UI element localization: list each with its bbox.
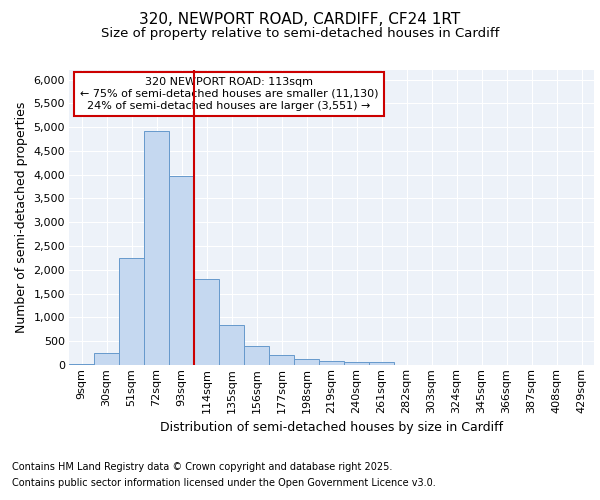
Bar — [119, 258, 144, 365]
Bar — [344, 362, 369, 365]
Bar — [219, 324, 244, 365]
Bar — [269, 356, 294, 365]
Bar — [144, 131, 169, 365]
X-axis label: Distribution of semi-detached houses by size in Cardiff: Distribution of semi-detached houses by … — [160, 421, 503, 434]
Text: Size of property relative to semi-detached houses in Cardiff: Size of property relative to semi-detach… — [101, 28, 499, 40]
Bar — [294, 359, 319, 365]
Bar — [319, 361, 344, 365]
Bar — [194, 280, 219, 365]
Text: 320 NEWPORT ROAD: 113sqm
← 75% of semi-detached houses are smaller (11,130)
24% : 320 NEWPORT ROAD: 113sqm ← 75% of semi-d… — [80, 78, 379, 110]
Bar — [169, 176, 194, 365]
Bar — [94, 352, 119, 365]
Text: 320, NEWPORT ROAD, CARDIFF, CF24 1RT: 320, NEWPORT ROAD, CARDIFF, CF24 1RT — [139, 12, 461, 28]
Y-axis label: Number of semi-detached properties: Number of semi-detached properties — [14, 102, 28, 333]
Bar — [369, 362, 394, 365]
Text: Contains HM Land Registry data © Crown copyright and database right 2025.: Contains HM Land Registry data © Crown c… — [12, 462, 392, 472]
Text: Contains public sector information licensed under the Open Government Licence v3: Contains public sector information licen… — [12, 478, 436, 488]
Bar — [69, 364, 94, 365]
Bar — [244, 346, 269, 365]
